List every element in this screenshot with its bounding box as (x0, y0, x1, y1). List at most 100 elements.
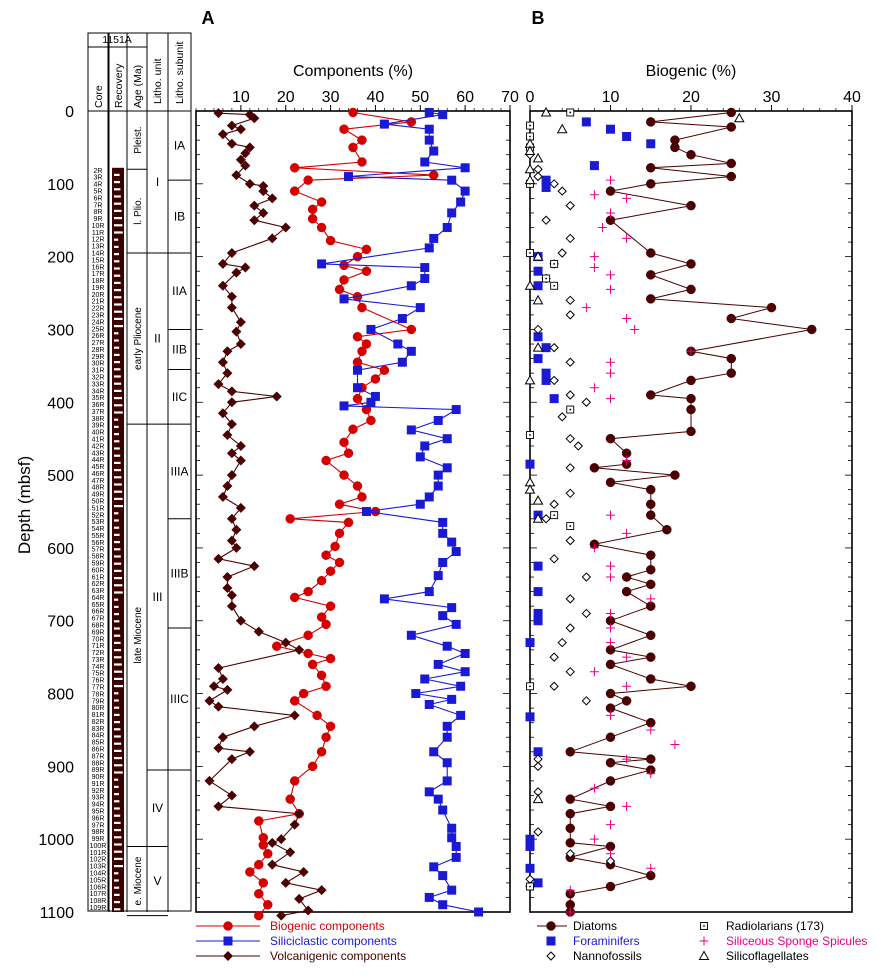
data-point (280, 222, 291, 233)
data-point (217, 491, 228, 502)
data-point (565, 594, 575, 604)
data-point (605, 757, 616, 768)
recovery-gap (114, 274, 121, 277)
data-point (581, 303, 591, 313)
data-point (226, 535, 237, 546)
recovery-gap (114, 713, 120, 716)
data-point (397, 357, 407, 367)
core-label: 31R (92, 368, 105, 375)
data-point (226, 590, 237, 601)
core-label: 95R (92, 808, 105, 815)
data-point (370, 374, 381, 384)
recovery-gap (114, 670, 123, 673)
data-point (606, 368, 615, 378)
core-label: 93R (92, 795, 105, 802)
y-tick-label: 1100 (40, 905, 75, 922)
core-label: 81R (92, 712, 105, 719)
data-point (557, 186, 567, 196)
series-line (248, 111, 434, 916)
data-point (222, 572, 233, 583)
core-label: 14R (92, 250, 105, 257)
data-point (533, 324, 543, 335)
data-point-dot (529, 252, 531, 254)
data-point (235, 124, 246, 135)
data-point (524, 174, 536, 185)
recovery-gap (114, 389, 122, 392)
core-label: 19R (92, 285, 105, 292)
data-point (316, 222, 327, 233)
data-point (307, 214, 318, 224)
core-label: 37R (92, 409, 105, 416)
core-label: 30R (92, 361, 105, 368)
core-label: 61R (92, 574, 105, 581)
core-label: 18R (92, 278, 105, 285)
series-line (208, 112, 324, 917)
data-point (420, 157, 430, 167)
data-point (361, 339, 372, 349)
data-point (621, 572, 632, 582)
recovery-gap (114, 440, 120, 443)
data-point (686, 200, 696, 211)
recovery-gap (114, 821, 121, 824)
depth-axis: Depth (mbsf) 0 100 200 300 400 500 600 700 800 90… (15, 104, 74, 922)
data-point (622, 131, 632, 141)
data-point (226, 247, 237, 258)
core-label: 59R (92, 560, 105, 567)
recovery-gap (114, 778, 119, 781)
data-point (557, 248, 567, 258)
data-point (321, 550, 331, 560)
data-point (442, 758, 452, 768)
core-label: 68R (92, 622, 105, 629)
data-point (258, 186, 269, 197)
data-point (565, 433, 575, 444)
recovery-gap (114, 627, 120, 630)
data-point (605, 776, 616, 786)
data-point (646, 179, 656, 189)
data-point (361, 266, 372, 276)
data-point (533, 608, 543, 618)
data-point (428, 170, 439, 180)
data-point (589, 383, 599, 393)
data-point (556, 123, 568, 134)
litho-subunit-label: IA (174, 139, 185, 153)
data-point (231, 542, 242, 553)
data-point (433, 571, 443, 581)
data-point-dot (529, 135, 531, 138)
series-diatoms (565, 107, 817, 917)
data-point (343, 517, 354, 528)
data-point (357, 157, 367, 167)
data-point (438, 557, 448, 567)
data-point (460, 186, 470, 196)
recovery-gap (114, 224, 123, 227)
data-point (226, 302, 237, 313)
core-label: 15R (92, 257, 105, 264)
y-tick-label: 200 (47, 250, 74, 267)
core-label: 66R (92, 609, 105, 616)
data-point (606, 608, 615, 618)
data-point (438, 805, 448, 815)
series-line (568, 112, 812, 912)
core-label: 74R (92, 664, 105, 671)
legend-label: Radiolarians (173) (726, 919, 824, 933)
core-label: 52R (92, 512, 105, 519)
recovery-gap (114, 764, 123, 767)
recovery-gap (114, 893, 120, 896)
data-point (289, 696, 300, 706)
recovery-gap (114, 548, 121, 551)
data-point (549, 554, 559, 564)
data-point (316, 612, 327, 622)
recovery-gap (114, 857, 123, 860)
data-point (622, 314, 632, 324)
recovery-gap (114, 591, 123, 594)
data-point (258, 878, 269, 888)
recovery-gap (114, 864, 123, 868)
core-label: 63R (92, 588, 105, 595)
data-point (646, 390, 656, 400)
data-point (429, 747, 439, 757)
recovery-gap (114, 692, 119, 695)
data-point (316, 670, 327, 681)
data-point (606, 284, 615, 294)
data-point (606, 572, 615, 582)
core-label: 67R (92, 616, 105, 623)
